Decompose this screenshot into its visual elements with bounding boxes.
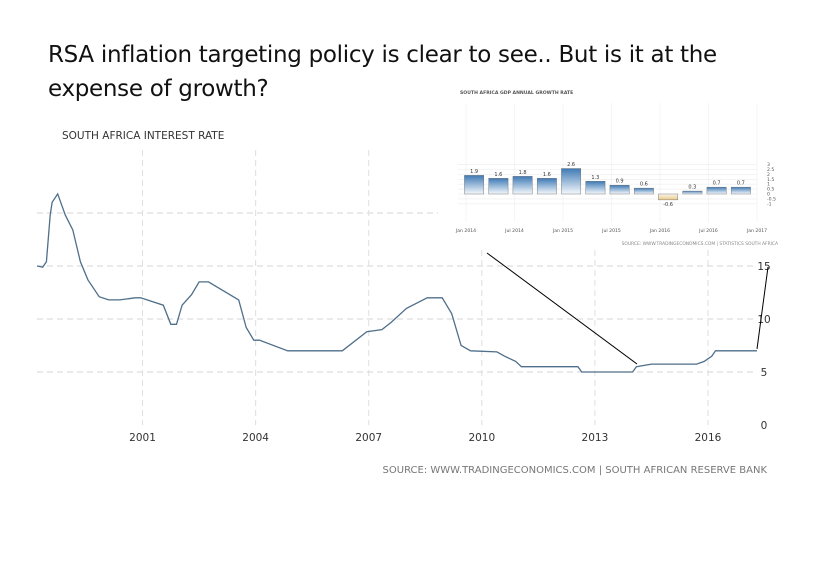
gdp-bar-label: 2.6 xyxy=(567,162,575,168)
gdp-y-tick-label: 0.5 xyxy=(767,187,774,193)
interest-rate-line xyxy=(36,192,757,373)
gdp-bar-label: 1.6 xyxy=(494,172,502,178)
gdp-bar xyxy=(609,184,630,195)
gdp-growth-chart: SOUTH AFRICA GDP ANNUAL GROWTH RATE 1.9 1… xyxy=(438,80,790,250)
x-tick-label: 2013 xyxy=(582,432,609,444)
gdp-bar xyxy=(488,178,509,195)
gdp-bar xyxy=(706,186,727,195)
x-tick-label: 2007 xyxy=(355,432,382,444)
gdp-x-tick-label: Jan 2015 xyxy=(552,228,573,234)
gdp-bar-label: 1.3 xyxy=(591,175,599,181)
gdp-bar-label: 0.3 xyxy=(688,185,696,191)
y-tick-label: 15 xyxy=(757,261,770,273)
gdp-x-tick-label: Jan 2016 xyxy=(649,228,670,234)
gdp-bar xyxy=(585,181,606,195)
gdp-chart-background xyxy=(438,80,790,250)
gdp-x-tick-label: Jan 2014 xyxy=(455,228,476,234)
gdp-chart-title: SOUTH AFRICA GDP ANNUAL GROWTH RATE xyxy=(460,90,573,96)
gdp-bar xyxy=(658,193,679,201)
gdp-bar xyxy=(512,176,533,195)
gdp-x-tick-label: Jul 2016 xyxy=(698,228,718,234)
interest-rate-x-axis: 2001 2004 2007 2010 2013 2016 xyxy=(129,432,721,444)
gdp-y-tick-label: 2 xyxy=(767,172,770,178)
gdp-x-tick-label: Jul 2014 xyxy=(504,228,524,234)
gdp-bar xyxy=(536,178,557,195)
gdp-bar-label: -0.6 xyxy=(663,202,673,208)
gdp-y-tick-label: -0.5 xyxy=(767,196,776,202)
gdp-bars: 1.9 1.6 1.8 1.6 2.6 1.3 0.9 0.6 -0.6 0.3 0.7 0.7 xyxy=(464,162,751,208)
interest-rate-source: SOURCE: WWW.TRADINGECONOMICS.COM | SOUTH… xyxy=(383,465,768,476)
gdp-y-tick-label: 2.5 xyxy=(767,167,774,173)
gdp-gridlines xyxy=(458,103,758,222)
y-tick-label: 0 xyxy=(761,420,768,432)
interest-rate-y-axis: 0 5 10 15 xyxy=(757,261,770,432)
gdp-y-tick-label: 3 xyxy=(767,162,770,168)
y-tick-label: 10 xyxy=(757,314,770,326)
gdp-bar-label: 0.7 xyxy=(713,181,721,187)
gdp-bar xyxy=(633,187,654,195)
gdp-x-tick-label: Jan 2017 xyxy=(746,228,767,234)
annotation-line-growth-to-rate xyxy=(486,252,638,365)
gdp-y-tick-label: 1.5 xyxy=(767,177,774,183)
gdp-bar xyxy=(464,175,485,195)
gdp-bar-label: 0.6 xyxy=(640,182,648,188)
gdp-bar-label: 1.8 xyxy=(519,170,527,176)
x-tick-label: 2016 xyxy=(695,432,722,444)
gdp-x-axis: Jan 2014 Jul 2014 Jan 2015 Jul 2015 Jan 2016… xyxy=(455,228,767,234)
gdp-bar xyxy=(682,190,703,195)
slide-title: RSA inflation targeting policy is clear … xyxy=(48,42,717,102)
gdp-bar xyxy=(730,186,751,195)
gdp-bar-label: 0.7 xyxy=(737,181,745,187)
gdp-bar-label: 1.6 xyxy=(543,172,551,178)
interest-rate-chart-title: SOUTH AFRICA INTEREST RATE xyxy=(62,130,224,142)
gdp-y-tick-label: 1 xyxy=(767,182,770,188)
x-tick-label: 2010 xyxy=(468,432,495,444)
x-tick-label: 2004 xyxy=(242,432,269,444)
gdp-bar-label: 0.9 xyxy=(616,179,624,185)
x-tick-label: 2001 xyxy=(129,432,156,444)
annotation-line-right xyxy=(756,266,769,350)
gdp-bar xyxy=(561,168,582,195)
gdp-y-tick-label: -1 xyxy=(767,201,772,207)
gdp-chart-source: SOURCE: WWW.TRADINGECONOMICS.COM | STATI… xyxy=(622,241,778,247)
gdp-y-tick-label: 0 xyxy=(767,192,770,198)
gdp-y-axis: 32.521.510.50-0.5-1 xyxy=(767,162,776,207)
gdp-x-tick-label: Jul 2015 xyxy=(601,228,621,234)
y-tick-label: 5 xyxy=(761,367,768,379)
gdp-bar-label: 1.9 xyxy=(470,169,478,175)
